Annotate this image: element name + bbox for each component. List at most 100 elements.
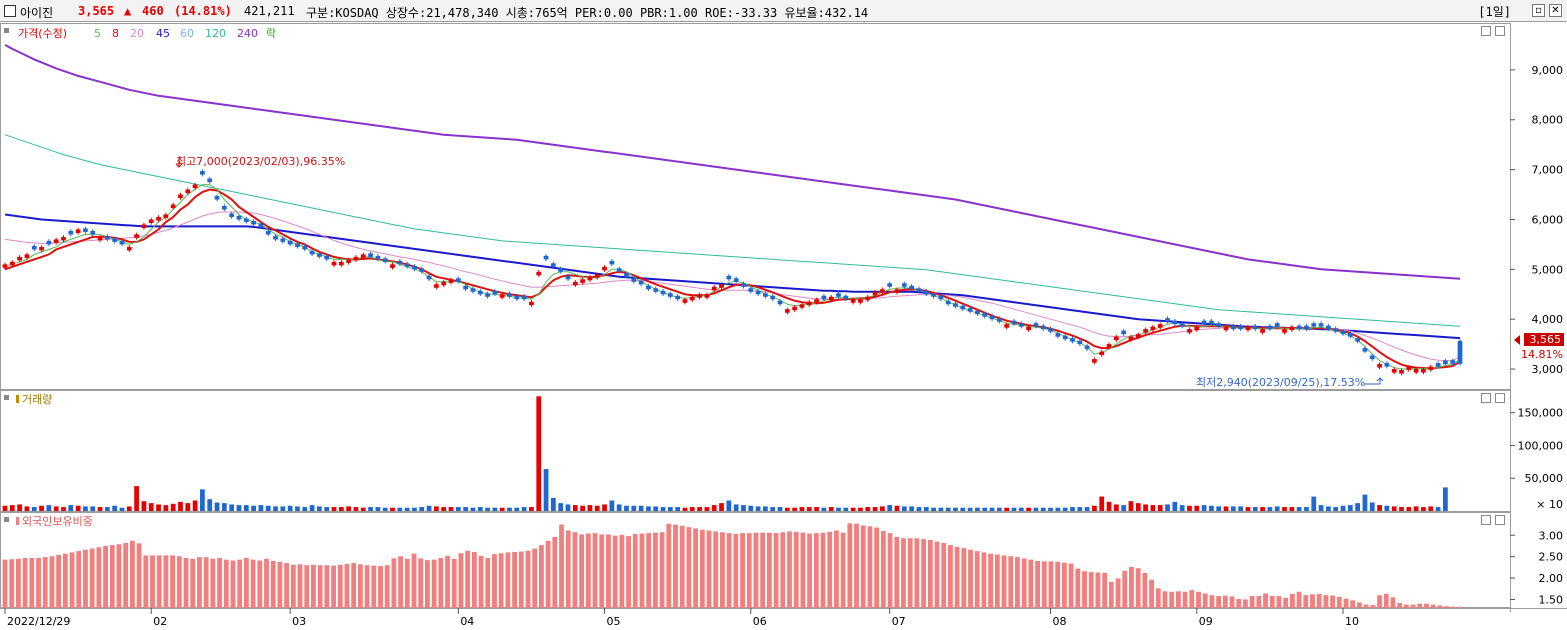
volume-panel (0, 390, 1511, 512)
up-arrow-icon: ▲ (124, 4, 132, 18)
foreign-ratio-bar (1323, 595, 1329, 608)
volume-multiplier: × 10 (1536, 498, 1563, 511)
volume-bar (1179, 505, 1185, 511)
foreign-ratio-bar (404, 558, 410, 608)
price-change-percent: (14.81%) (174, 4, 232, 18)
candle (931, 291, 936, 299)
candle (1004, 322, 1010, 330)
volume-bar (1040, 507, 1046, 511)
restore-icon[interactable]: ▫ (1532, 4, 1545, 17)
select-checkbox[interactable] (4, 5, 16, 17)
candle (602, 265, 607, 273)
foreign-ratio-bar (1216, 596, 1222, 608)
foreign-ratio-bar (713, 531, 719, 608)
candle (353, 255, 359, 263)
foreign-ratio-bar (847, 523, 853, 608)
candle (843, 294, 849, 301)
candle (331, 260, 337, 268)
candle (828, 295, 834, 302)
header-bar: 아이진 3,565 ▲ 460 (14.81%) 421,211 구분:KOSD… (0, 0, 1567, 22)
foreign-ratio-bar (304, 565, 310, 608)
candle (360, 252, 366, 260)
foreign-ratio-bar (143, 555, 149, 608)
foreign-ratio-bar (599, 534, 605, 608)
candle (550, 261, 556, 269)
candle (543, 254, 549, 262)
close-icon[interactable]: ✕ (1549, 4, 1562, 17)
foreign-ratio-bar (1135, 568, 1141, 608)
volume-bar (828, 507, 834, 511)
foreign-ratio-bar (311, 564, 316, 608)
foreign-ratio-bar (2, 559, 8, 608)
volume-bar (178, 501, 183, 511)
price-panel-buttons[interactable] (1481, 26, 1505, 36)
foreign-ratio-bar (941, 542, 947, 608)
volume-bar (975, 507, 980, 511)
candle (1216, 321, 1222, 329)
foreign-ratio-bar (116, 544, 122, 608)
volume-bar (521, 507, 527, 511)
candle (90, 229, 96, 237)
foreign-ratio-bar (834, 530, 839, 608)
foreign-ratio-bar (874, 527, 880, 608)
period-selector[interactable]: [1일] (1478, 5, 1511, 19)
volume-bar (1216, 506, 1222, 511)
date-tick-label: 10 (1345, 615, 1359, 628)
volume-bar (1391, 506, 1397, 511)
candle (1267, 323, 1273, 331)
candle (1128, 334, 1134, 342)
candle (784, 307, 790, 315)
candle (1450, 358, 1456, 366)
foreign-ratio-bar (1283, 597, 1289, 608)
candle (178, 192, 183, 200)
volume-bar (931, 507, 936, 511)
date-tick-label: 03 (292, 615, 306, 628)
volume-bar (192, 500, 198, 511)
foreign-ratio-bar (773, 533, 779, 608)
foreign-ratio-bar (176, 556, 182, 608)
volume-panel-buttons[interactable] (1481, 393, 1505, 403)
foreign-ratio-bar (793, 531, 799, 608)
volume-bar (748, 505, 754, 511)
volume-bar (251, 505, 256, 511)
date-axis: 2022/12/29 02 03 04 05 06 07 08 09 10 (4, 608, 1359, 628)
candle (799, 302, 805, 310)
foreign-ratio-bar (518, 551, 524, 608)
foreign-ratio-bar (76, 551, 82, 608)
foreign-ratio-bar (1015, 557, 1020, 608)
volume-bar (587, 505, 593, 511)
foreign-ratio-bar (1296, 591, 1302, 608)
candle (1121, 328, 1127, 336)
candle (1289, 324, 1295, 332)
foreign-ratio-bar (451, 558, 457, 608)
foreign-ratio-bar (1028, 559, 1034, 608)
foreign-ratio-bar (1169, 591, 1175, 608)
candle (463, 284, 469, 292)
candle (536, 270, 542, 278)
date-tick-label: 07 (892, 615, 906, 628)
volume-bar (104, 507, 110, 511)
candle (97, 235, 103, 243)
candle (1157, 322, 1163, 330)
foreign-ratio-bar (1222, 595, 1228, 608)
candle (1172, 318, 1178, 326)
volume-bar (638, 505, 644, 511)
candle (243, 216, 249, 224)
candle (558, 266, 564, 274)
candle (806, 299, 812, 307)
candle (1055, 331, 1061, 339)
volume-bar (97, 507, 103, 511)
foreign-ratio-bar (485, 557, 491, 608)
candle (126, 245, 132, 253)
volume-bar (836, 507, 841, 511)
candle (382, 256, 388, 264)
candle (777, 298, 783, 306)
candle (1040, 323, 1046, 331)
candle (989, 313, 995, 321)
foreign-ratio-axis: 3.00 2.50 2.00 1.50 (1510, 529, 1563, 606)
foreign-panel-buttons[interactable] (1481, 515, 1505, 525)
candle (1252, 323, 1258, 331)
volume-bar (960, 507, 966, 511)
foreign-ratio-bar (927, 539, 933, 608)
high-arrow-icon (175, 158, 183, 168)
